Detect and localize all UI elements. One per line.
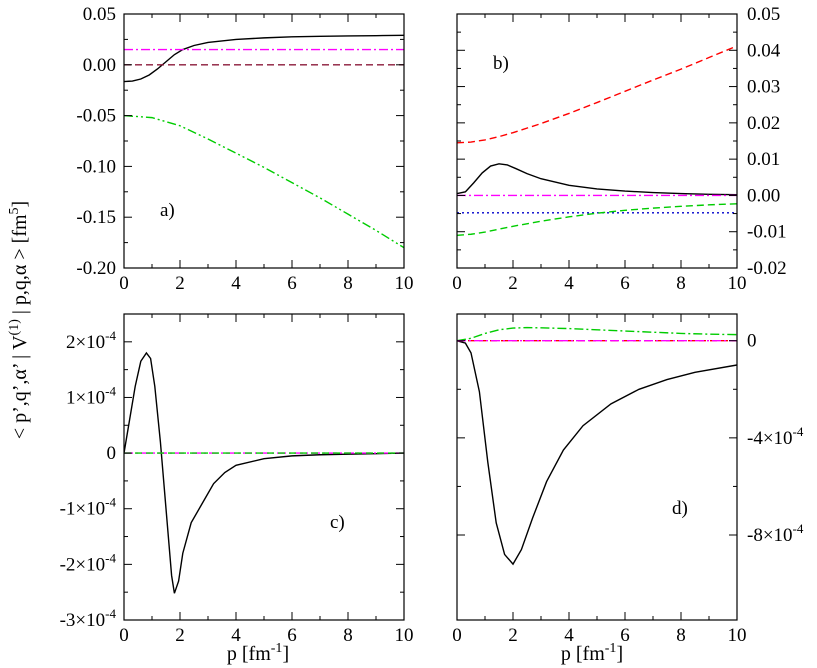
x-tick-label: 8 — [343, 273, 353, 294]
series-line-0 — [457, 340, 737, 566]
x-tick-label: 6 — [287, 625, 297, 646]
x-tick-label: 2 — [508, 273, 518, 294]
y-axis-title-main: < p’,q’,α’ | V — [9, 335, 31, 439]
x-tick-label: 0 — [119, 625, 129, 646]
y-tick-label: -0.15 — [76, 207, 116, 228]
y-tick-label: -8×10-4 — [747, 521, 804, 546]
series-group — [124, 34, 404, 249]
plot-frame — [123, 13, 405, 269]
x-tick-label: 10 — [728, 273, 747, 294]
y-tick-label: 0.04 — [747, 40, 781, 61]
x-tick-label: 2 — [175, 625, 185, 646]
panels-layer: 0 2 4 6 8 10 0.05 0.00 -0.05 -0.10 -0.15 -0.20 a) 0 2 4… — [60, 4, 804, 646]
y-tick-label: -0.20 — [76, 258, 116, 279]
x-tick-label: 10 — [395, 273, 414, 294]
panel-label: d) — [672, 498, 688, 519]
series-line-0 — [124, 351, 404, 594]
y-axis-title-end: ] — [9, 201, 31, 208]
y-axis-title-mid: | p,q,α > [fm — [9, 214, 31, 319]
series-line-0 — [124, 34, 404, 83]
series-group — [124, 351, 404, 594]
x-tick-label: 4 — [564, 273, 574, 294]
y-tick-label: 0.05 — [747, 4, 780, 25]
y-tick-label: -0.10 — [76, 156, 116, 177]
y-tick-label: 0.00 — [747, 185, 780, 206]
x-tick-label: 0 — [119, 273, 129, 294]
x-tick-label: 0 — [452, 625, 462, 646]
x-tick-label: 8 — [676, 273, 686, 294]
x-tick-label: 2 — [175, 273, 185, 294]
x-tick-label: 6 — [287, 273, 297, 294]
series-line-0 — [457, 45, 737, 144]
x-axis-title-right: p [fm-1] — [561, 641, 623, 665]
panel-a: 0 2 4 6 8 10 0.05 0.00 -0.05 -0.10 -0.15 -0.20 a) — [76, 4, 413, 294]
x-tick-label: 2 — [508, 625, 518, 646]
x-tick-label: 8 — [343, 625, 353, 646]
series-line-4 — [457, 203, 737, 237]
y-axis-title-sup2: 5 — [7, 208, 22, 215]
y-axis-title-sup1: (1) — [7, 319, 22, 336]
x-tick-label: 0 — [452, 273, 462, 294]
series-line-1 — [457, 163, 737, 196]
y-tick-label: 0 — [107, 443, 117, 464]
x-tick-label: 10 — [395, 625, 414, 646]
y-axis-title: < p’,q’,α’ | V(1) | p,q,α > [fm5] — [7, 201, 31, 439]
y-tick-label: -3×10-4 — [60, 606, 117, 631]
series-line-1 — [457, 326, 737, 342]
series-group — [457, 45, 737, 237]
plot-frame — [456, 313, 738, 621]
plot-frame — [123, 313, 405, 621]
y-tick-label: 0.00 — [83, 55, 116, 76]
y-tick-label: -0.02 — [747, 258, 787, 279]
x-tick-label: 6 — [620, 625, 630, 646]
y-tick-label: -1×10-4 — [60, 495, 117, 520]
y-tick-label: 0.01 — [747, 149, 780, 170]
panel-label: b) — [493, 53, 509, 74]
x-tick-label: 4 — [231, 273, 241, 294]
y-tick-label: 2×10-4 — [66, 328, 117, 353]
y-tick-label: 0.02 — [747, 113, 780, 134]
panel-d: 0 2 4 6 8 10 0 -4×10-4 -8×10-4 d) — [452, 313, 804, 646]
y-tick-label: -0.01 — [747, 222, 787, 243]
x-tick-label: 6 — [620, 273, 630, 294]
x-tick-label: 8 — [676, 625, 686, 646]
panel-b: 0 2 4 6 8 10 0.05 0.04 0.03 0.02 0.01 0.00 -0.01 -0.0… — [452, 4, 786, 294]
x-tick-label: 4 — [231, 625, 241, 646]
series-group — [457, 326, 737, 566]
panel-c: 0 2 4 6 8 10 2×10-4 1×10-4 0 -1×10-4 -2×10-4 -3×10-… — [60, 313, 414, 646]
y-tick-label: -4×10-4 — [747, 424, 804, 449]
y-tick-label: -0.05 — [76, 106, 116, 127]
y-tick-label: 0.03 — [747, 77, 780, 98]
y-tick-label: 1×10-4 — [66, 383, 117, 408]
panel-label: c) — [330, 512, 345, 533]
y-tick-label: 0 — [747, 331, 757, 352]
y-tick-label: 0.05 — [83, 4, 116, 25]
x-tick-label: 10 — [728, 625, 747, 646]
x-axis-title-left: p [fm-1] — [227, 641, 289, 665]
series-line-3 — [124, 114, 404, 249]
panel-label: a) — [160, 200, 175, 221]
x-tick-label: 4 — [564, 625, 574, 646]
y-tick-label: -2×10-4 — [60, 550, 117, 575]
